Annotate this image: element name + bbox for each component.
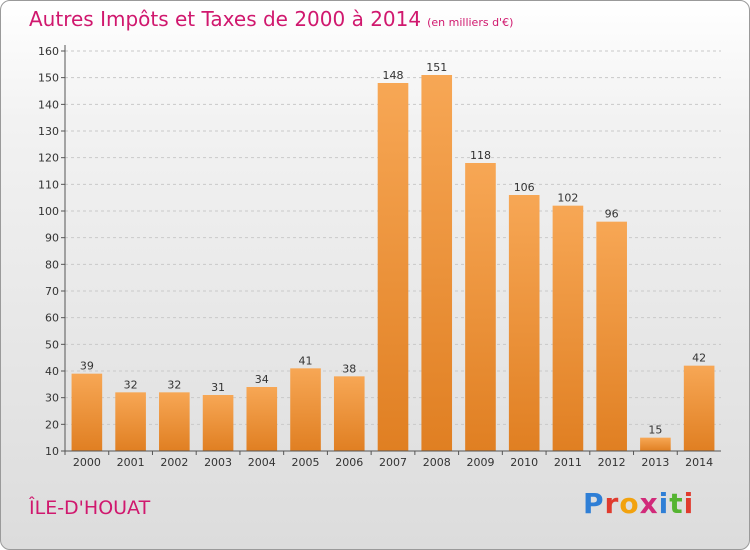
bar[interactable] xyxy=(115,392,146,451)
x-tick-label: 2001 xyxy=(117,456,145,469)
bar-value-label: 96 xyxy=(605,208,619,221)
chart-title: Autres Impôts et Taxes de 2000 à 2014 (en… xyxy=(29,7,513,31)
bar[interactable] xyxy=(333,376,365,451)
y-tick-label: 130 xyxy=(38,125,59,138)
x-tick-label: 2008 xyxy=(423,456,451,469)
bar-value-label: 102 xyxy=(557,192,578,205)
logo-letter: P xyxy=(583,487,605,520)
bars: 39 32 32 31 34 41 38 148 151 118 106 102 96 15 42 xyxy=(71,61,715,451)
logo-letter: o xyxy=(619,487,640,520)
logo-letter: t xyxy=(669,487,684,520)
bar-value-label: 106 xyxy=(514,181,535,194)
x-tick-label: 2010 xyxy=(510,456,538,469)
town-name: ÎLE-D'HOUAT xyxy=(29,497,151,519)
y-tick-label: 110 xyxy=(38,178,59,191)
bar[interactable] xyxy=(552,205,584,451)
bar[interactable] xyxy=(159,392,190,451)
y-tick-label: 80 xyxy=(45,258,59,271)
bar[interactable] xyxy=(202,395,234,451)
y-tick-label: 160 xyxy=(38,45,59,58)
logo-letter: r xyxy=(604,487,620,520)
bar[interactable] xyxy=(596,221,627,451)
y-tick-label: 100 xyxy=(38,205,59,218)
bar[interactable] xyxy=(508,195,540,451)
y-tick-label: 120 xyxy=(38,152,59,165)
bar-value-label: 42 xyxy=(692,352,706,365)
bar-value-label: 38 xyxy=(342,362,356,375)
bar-value-label: 34 xyxy=(255,373,269,386)
y-tick-label: 40 xyxy=(45,365,59,378)
logo-letter: i xyxy=(658,487,670,520)
y-tick-label: 10 xyxy=(45,445,59,458)
x-tick-label: 2003 xyxy=(204,456,232,469)
bar[interactable] xyxy=(377,83,409,451)
bar-value-label: 118 xyxy=(470,149,491,162)
bar-value-label: 32 xyxy=(124,378,138,391)
bar[interactable] xyxy=(421,75,453,451)
y-tick-label: 30 xyxy=(45,392,59,405)
bar[interactable] xyxy=(246,387,278,451)
x-axis: 2000 2001 2002 2003 2004 2005 2006 2007 2008 2009… xyxy=(64,450,721,469)
y-tick-label: 140 xyxy=(38,98,59,111)
x-tick-label: 2000 xyxy=(73,456,101,469)
x-tick-label: 2002 xyxy=(160,456,188,469)
bar[interactable] xyxy=(290,368,321,451)
bar[interactable] xyxy=(683,365,715,451)
y-axis: 10 20 30 40 50 60 70 80 90 100 110 120 130 140 150 160 xyxy=(38,45,66,458)
chart-subtitle: (en milliers d'€) xyxy=(427,16,514,29)
x-tick-label: 2014 xyxy=(685,456,713,469)
logo-letter: i xyxy=(683,487,695,520)
chart-title-text: Autres Impôts et Taxes de 2000 à 2014 xyxy=(29,7,422,31)
proxiti-logo[interactable]: Proxiti xyxy=(583,487,694,520)
x-tick-label: 2012 xyxy=(598,456,626,469)
x-tick-label: 2009 xyxy=(466,456,494,469)
bar-value-label: 32 xyxy=(167,378,181,391)
y-tick-label: 60 xyxy=(45,312,59,325)
y-tick-label: 20 xyxy=(45,418,59,431)
bar-value-label: 41 xyxy=(299,354,313,367)
y-tick-label: 150 xyxy=(38,72,59,85)
bar-value-label: 15 xyxy=(648,424,662,437)
x-tick-label: 2007 xyxy=(379,456,407,469)
x-tick-label: 2006 xyxy=(335,456,363,469)
x-tick-label: 2004 xyxy=(248,456,276,469)
bar-value-label: 148 xyxy=(383,69,404,82)
y-tick-label: 90 xyxy=(45,232,59,245)
x-tick-label: 2013 xyxy=(641,456,669,469)
x-tick-label: 2011 xyxy=(554,456,582,469)
x-tick-label: 2005 xyxy=(292,456,320,469)
bar[interactable] xyxy=(465,163,496,451)
bar-value-label: 31 xyxy=(211,381,225,394)
bar[interactable] xyxy=(71,373,103,451)
bar-value-label: 151 xyxy=(426,61,447,74)
bar[interactable] xyxy=(640,437,671,451)
logo-letter: x xyxy=(639,487,659,520)
y-tick-label: 50 xyxy=(45,338,59,351)
bar-value-label: 39 xyxy=(80,360,94,373)
y-tick-label: 70 xyxy=(45,285,59,298)
